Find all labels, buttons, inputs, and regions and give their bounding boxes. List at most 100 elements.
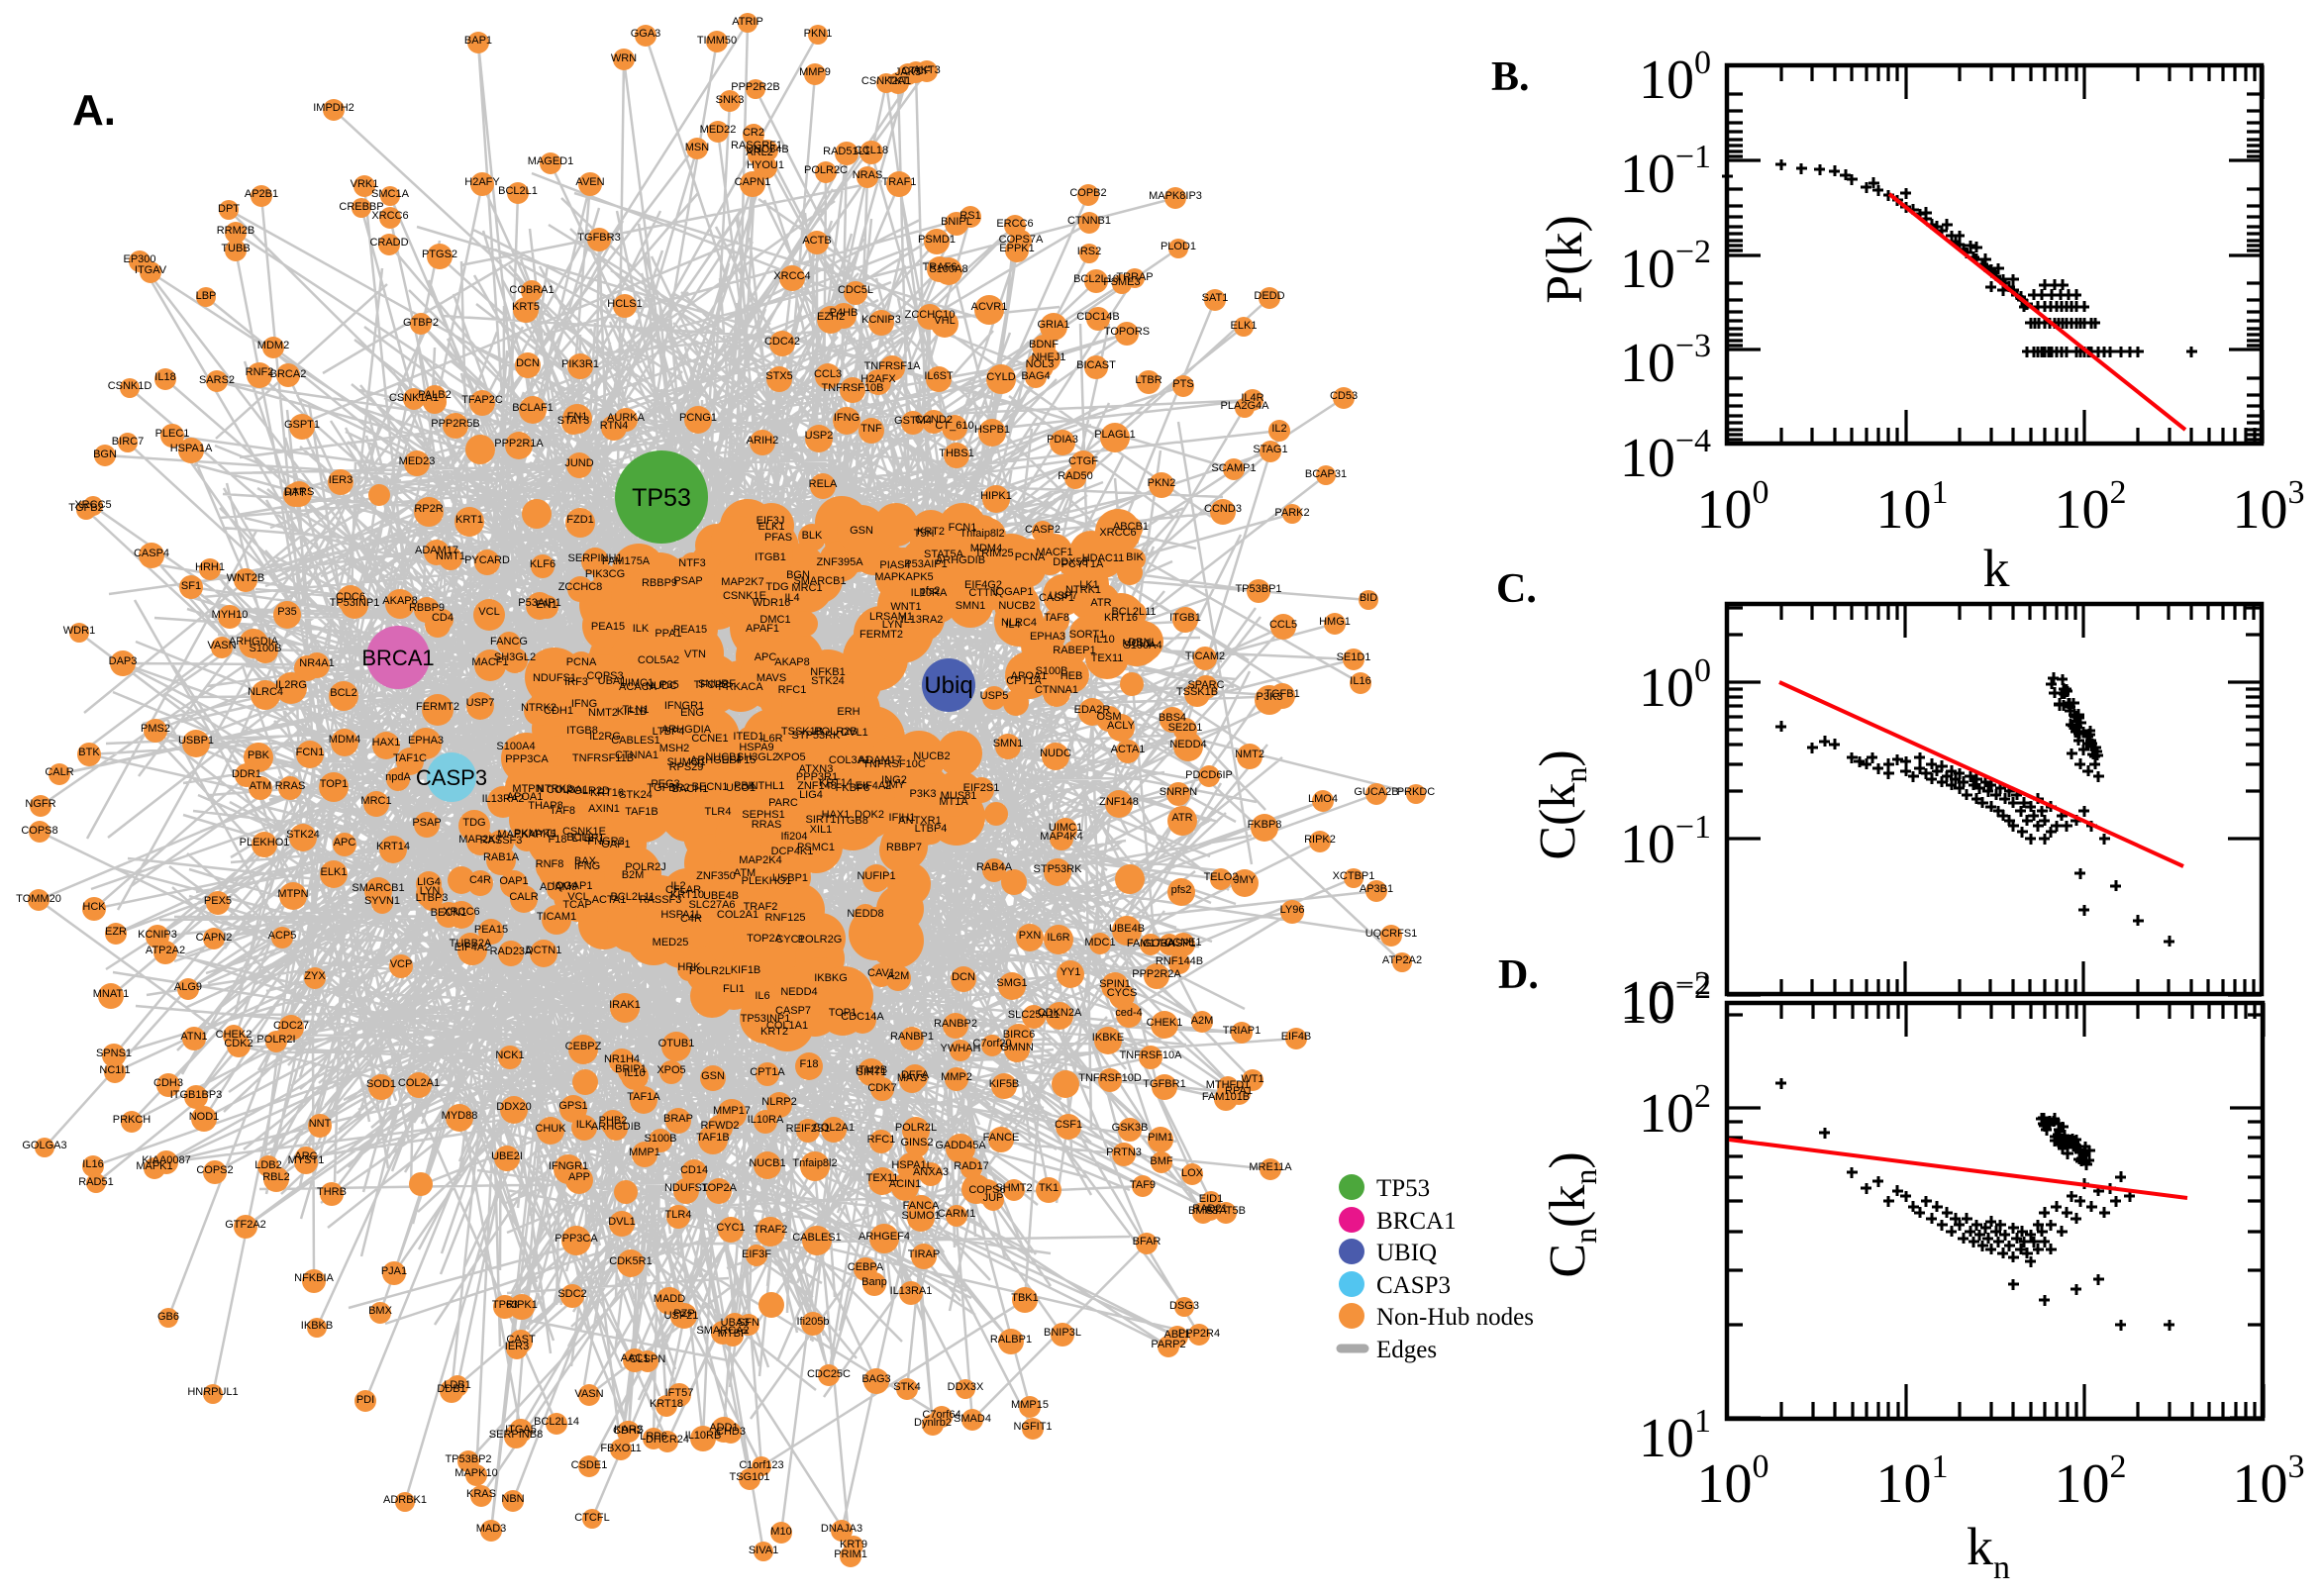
svg-text:LTBP1: LTBP1 <box>572 833 605 845</box>
svg-text:ANTXR1: ANTXR1 <box>898 815 941 827</box>
svg-text:MCL1: MCL1 <box>1122 638 1151 649</box>
svg-text:RIPK2: RIPK2 <box>1304 834 1336 846</box>
svg-text:ACTA1: ACTA1 <box>592 894 627 906</box>
svg-text:BNIP3L: BNIP3L <box>1044 1327 1081 1339</box>
svg-text:MDM4: MDM4 <box>329 734 360 746</box>
svg-text:ZNF148: ZNF148 <box>1099 796 1139 808</box>
svg-text:LDB2: LDB2 <box>254 1159 282 1171</box>
svg-text:SDC2: SDC2 <box>557 1288 586 1300</box>
svg-text:CRADD: CRADD <box>369 237 408 249</box>
svg-text:C.: C. <box>1496 566 1537 612</box>
svg-text:RPA1: RPA1 <box>1225 1085 1253 1097</box>
svg-text:EPHA3: EPHA3 <box>1030 631 1065 643</box>
svg-text:C(kn): C(kn) <box>1530 749 1593 859</box>
svg-text:EDA2R: EDA2R <box>1074 704 1111 716</box>
svg-text:BMF: BMF <box>1150 1155 1173 1167</box>
svg-text:HEB: HEB <box>1060 670 1083 682</box>
svg-text:IL2RG: IL2RG <box>275 679 307 691</box>
svg-text:ADAM17: ADAM17 <box>415 545 458 556</box>
svg-text:PARP2: PARP2 <box>1151 1339 1185 1350</box>
svg-text:NRAS: NRAS <box>853 169 883 181</box>
svg-text:MMP9: MMP9 <box>799 66 831 78</box>
svg-text:BAX: BAX <box>574 855 597 867</box>
svg-text:10−2: 10−2 <box>1620 969 1711 1036</box>
svg-text:TRAF6: TRAF6 <box>923 261 958 273</box>
svg-text:CAST: CAST <box>506 1334 536 1346</box>
svg-text:LTBP4: LTBP4 <box>653 726 685 738</box>
svg-text:CDH2: CDH2 <box>613 1425 643 1437</box>
svg-text:KRT5: KRT5 <box>512 301 540 313</box>
svg-text:TP63: TP63 <box>492 1299 518 1311</box>
svg-text:CCL3: CCL3 <box>814 368 842 380</box>
svg-text:C4R: C4R <box>469 874 491 886</box>
svg-text:NR4A1: NR4A1 <box>299 657 334 669</box>
svg-text:ATRIP: ATRIP <box>732 16 763 28</box>
svg-text:STAT3: STAT3 <box>557 415 590 427</box>
svg-text:RPS29: RPS29 <box>669 761 704 773</box>
svg-text:IL6R: IL6R <box>759 733 782 745</box>
svg-text:NEDD8: NEDD8 <box>847 908 883 920</box>
svg-text:100: 100 <box>1639 652 1711 719</box>
svg-text:KIF5B: KIF5B <box>989 1078 1020 1090</box>
svg-text:HMG1: HMG1 <box>1319 616 1351 628</box>
svg-text:MAP2K7: MAP2K7 <box>721 576 763 588</box>
svg-text:YY1: YY1 <box>1060 966 1081 978</box>
svg-text:SIVA1: SIVA1 <box>749 1545 778 1556</box>
svg-text:CDH1: CDH1 <box>544 705 573 717</box>
svg-text:SPNS1: SPNS1 <box>96 1047 132 1059</box>
svg-text:USO1: USO1 <box>726 782 756 794</box>
svg-text:ERH: ERH <box>837 706 859 718</box>
svg-text:STK24: STK24 <box>811 675 845 687</box>
svg-text:EPHA3: EPHA3 <box>408 735 444 747</box>
svg-text:PRKDC: PRKDC <box>1397 786 1436 798</box>
svg-text:GB6: GB6 <box>157 1311 179 1323</box>
svg-text:IKBKG: IKBKG <box>814 972 848 984</box>
svg-text:ATR: ATR <box>1171 812 1192 824</box>
svg-text:PPP2R4: PPP2R4 <box>1178 1328 1220 1340</box>
svg-text:KRT2: KRT2 <box>760 1026 788 1038</box>
svg-text:TP53BP1: TP53BP1 <box>1235 583 1281 595</box>
svg-text:OAP1: OAP1 <box>601 839 630 850</box>
svg-text:IL4: IL4 <box>1005 619 1020 631</box>
svg-text:IL10: IL10 <box>1093 634 1114 646</box>
svg-text:TEX11: TEX11 <box>866 1172 899 1184</box>
svg-text:CSNK1D: CSNK1D <box>108 380 152 392</box>
svg-text:COL3A1: COL3A1 <box>547 784 588 796</box>
svg-text:IL13RA2: IL13RA2 <box>901 614 944 626</box>
svg-text:PLA2G4A: PLA2G4A <box>1221 400 1270 412</box>
svg-text:BCLAF1: BCLAF1 <box>512 402 554 414</box>
svg-text:TAF8: TAF8 <box>550 805 575 817</box>
svg-text:USP7: USP7 <box>466 697 495 709</box>
svg-text:MACF1: MACF1 <box>1036 547 1072 558</box>
svg-text:NEDD4: NEDD4 <box>780 986 817 998</box>
svg-text:IFIH1: IFIH1 <box>889 812 916 824</box>
svg-text:PDIA3: PDIA3 <box>1047 434 1078 446</box>
svg-text:TEX11: TEX11 <box>1091 652 1124 664</box>
svg-text:SEPHS1: SEPHS1 <box>742 809 784 821</box>
svg-text:IL10RB: IL10RB <box>685 1430 722 1442</box>
svg-text:LK1: LK1 <box>1079 579 1099 591</box>
svg-text:TCAP: TCAP <box>562 899 591 911</box>
svg-text:PDCD6IP: PDCD6IP <box>1185 769 1233 781</box>
svg-text:UQCRFS1: UQCRFS1 <box>1365 928 1418 940</box>
svg-text:ALG9: ALG9 <box>174 981 202 993</box>
svg-text:COL1A1: COL1A1 <box>766 1020 808 1032</box>
svg-text:BID: BID <box>1360 592 1377 604</box>
svg-text:JUND: JUND <box>564 457 593 469</box>
svg-text:KLF6: KLF6 <box>530 558 556 570</box>
svg-text:MTPN: MTPN <box>512 783 543 795</box>
svg-text:RFC1: RFC1 <box>867 1134 896 1146</box>
svg-text:STK24: STK24 <box>286 829 320 841</box>
svg-text:NMT2: NMT2 <box>588 707 618 719</box>
svg-text:ITGB1: ITGB1 <box>755 551 786 563</box>
svg-text:TELO2: TELO2 <box>1204 871 1239 883</box>
svg-text:BIRC6: BIRC6 <box>1003 1029 1035 1041</box>
svg-text:GOLGA3: GOLGA3 <box>22 1140 66 1151</box>
svg-text:RRAS: RRAS <box>275 780 306 792</box>
svg-text:DSG3: DSG3 <box>1169 1300 1199 1312</box>
svg-text:ABCB1: ABCB1 <box>1113 521 1149 533</box>
svg-text:COL3A1: COL3A1 <box>829 754 870 766</box>
svg-text:IL10RA: IL10RA <box>748 1114 784 1126</box>
svg-text:MAVS: MAVS <box>757 672 786 684</box>
svg-text:S100B: S100B <box>249 643 281 654</box>
